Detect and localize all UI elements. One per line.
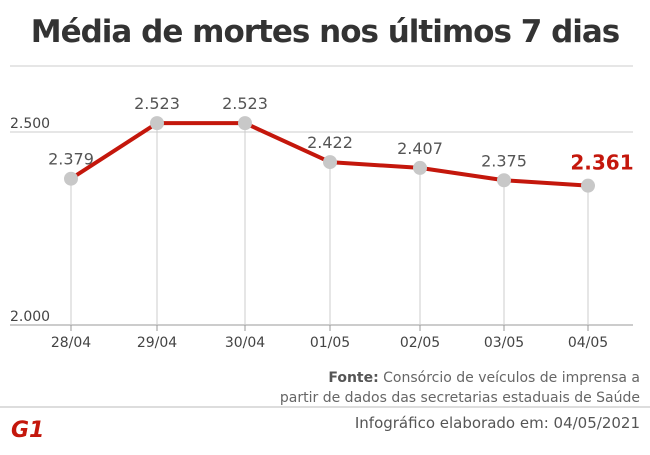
data-label: 2.523 [222, 94, 268, 113]
x-tick-label: 02/05 [400, 335, 440, 351]
data-label: 2.422 [307, 133, 353, 152]
source-label: Fonte: [328, 370, 379, 386]
data-label: 2.523 [134, 94, 180, 113]
source-line1: Consórcio de veículos de imprensa a [383, 370, 640, 386]
source-note: Fonte: Consórcio de veículos de imprensa… [280, 368, 640, 408]
source-line2: partir de dados das secretarias estaduai… [279, 390, 640, 406]
data-point [581, 178, 595, 193]
data-point [413, 160, 427, 175]
chart-title: Média de mortes nos últimos 7 dias [30, 14, 621, 50]
x-tick-label: 01/05 [310, 335, 350, 351]
y-tick-label: 2.000 [10, 309, 50, 325]
data-point [150, 116, 164, 131]
y-tick-label: 2.500 [10, 116, 50, 132]
x-tick-label: 29/04 [137, 335, 177, 351]
data-point [497, 173, 511, 188]
line-chart: 2.000 2.500 28/04 29/04 30/04 01/05 02/05 03/05… [10, 65, 634, 351]
g1-logo: G1 [11, 418, 45, 443]
data-point [238, 116, 252, 131]
x-tick-label: 30/04 [225, 335, 265, 351]
data-label: 2.407 [397, 139, 443, 158]
info-date: Infográfico elaborado em: 04/05/2021 [354, 414, 640, 432]
data-point [64, 171, 78, 186]
data-label: 2.379 [48, 150, 94, 169]
data-label: 2.375 [481, 151, 527, 170]
divider [0, 406, 650, 408]
data-label: 2.361 [570, 151, 633, 175]
x-tick-label: 03/05 [484, 335, 524, 351]
x-tick-label: 28/04 [51, 335, 91, 351]
x-tick-label: 04/05 [568, 335, 608, 351]
data-point [323, 155, 337, 170]
